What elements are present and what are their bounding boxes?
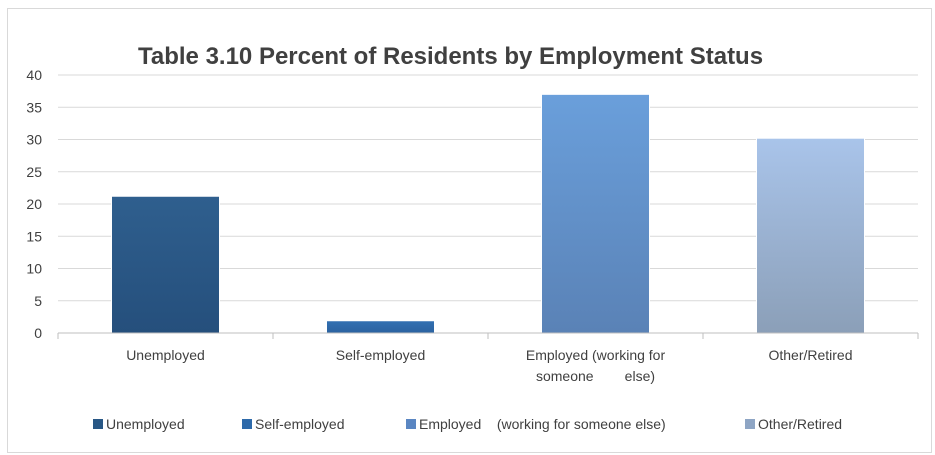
y-tick-label: 10 [26, 261, 42, 277]
legend-label: Unemployed [106, 416, 185, 432]
bar [541, 93, 650, 334]
x-tick-label: Other/Retired [768, 347, 852, 363]
x-axis-labels: Unemployed Self-employed Employed (working… [126, 347, 852, 384]
legend-label: Other/Retired [758, 416, 842, 432]
y-axis-ticks: 0 5 10 15 20 25 30 35 40 [26, 67, 42, 341]
y-tick-label: 30 [26, 132, 42, 148]
y-tick-label: 25 [26, 164, 42, 180]
y-tick-label: 20 [26, 196, 42, 212]
legend-swatch [242, 419, 252, 429]
bar [756, 137, 865, 334]
x-tick-label: Unemployed [126, 347, 205, 363]
bar [326, 320, 435, 334]
y-tick-label: 0 [34, 325, 42, 341]
legend-label: Employed (working for someone else) [419, 416, 666, 432]
y-tick-label: 40 [26, 67, 42, 83]
legend-swatch [406, 419, 416, 429]
legend-item: Self-employed [242, 416, 345, 432]
y-tick-label: 15 [26, 228, 42, 244]
bar [111, 195, 220, 334]
bar-chart: Table 3.10 Percent of Residents by Emplo… [26, 43, 919, 432]
legend-label: Self-employed [255, 416, 345, 432]
chart-title: Table 3.10 Percent of Residents by Emplo… [138, 43, 763, 70]
x-tick-label: someone else) [536, 368, 655, 384]
x-tick-label: Employed (working for [526, 347, 666, 363]
y-tick-label: 5 [34, 293, 42, 309]
bars [111, 93, 865, 334]
chart-area: Table 3.10 Percent of Residents by Emplo… [7, 8, 932, 453]
x-tick-label: Self-employed [336, 347, 426, 363]
legend-swatch [745, 419, 755, 429]
x-axis [57, 332, 919, 339]
legend-item: Employed (working for someone else) [406, 416, 666, 432]
legend: Unemployed Self-employed Employed (working… [93, 416, 842, 432]
y-tick-label: 35 [26, 99, 42, 115]
legend-item: Other/Retired [745, 416, 842, 432]
legend-swatch [93, 419, 103, 429]
legend-item: Unemployed [93, 416, 185, 432]
